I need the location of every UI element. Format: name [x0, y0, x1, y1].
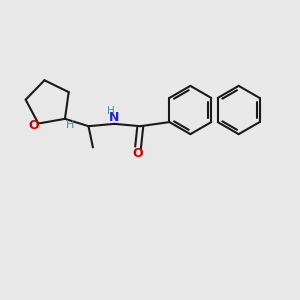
Text: O: O [28, 118, 39, 131]
Text: H: H [66, 120, 74, 130]
Text: H: H [107, 106, 115, 116]
Text: N: N [109, 111, 120, 124]
Text: O: O [133, 147, 143, 160]
